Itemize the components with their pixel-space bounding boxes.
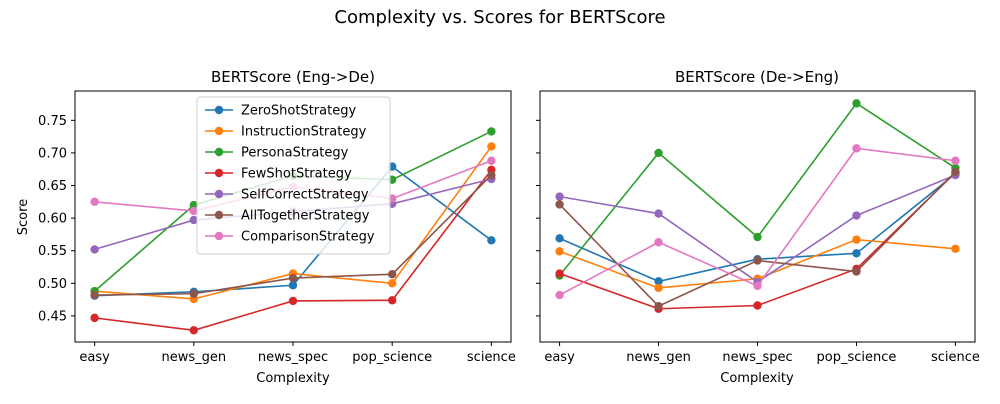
legend-swatch-marker (214, 105, 224, 115)
right-xtick-label: easy (544, 350, 575, 365)
left-point-all-together-strategy (189, 289, 199, 298)
left-ytick-label: 0.55 (38, 244, 67, 259)
left-ytick-label: 0.50 (38, 277, 67, 292)
right-point-all-together-strategy (753, 256, 762, 265)
figure-title: Complexity vs. Scores for BERTScore (334, 7, 665, 28)
right-panel: BERTScore (De->Eng) Complexity easy news_… (536, 68, 980, 386)
left-point-self-correct-strategy (90, 245, 99, 254)
left-point-self-correct-strategy (189, 215, 199, 225)
legend-box (196, 96, 391, 255)
left-point-persona-strategy (189, 200, 199, 210)
left-point-persona-strategy (487, 127, 496, 136)
left-point-zero-shot-strategy (288, 281, 298, 290)
left-point-comparison-strategy (189, 206, 199, 216)
right-point-self-correct-strategy (555, 192, 564, 201)
right-point-comparison-strategy (555, 290, 564, 300)
legend-swatch-marker (214, 210, 224, 220)
left-ytick-label: 0.45 (38, 309, 67, 324)
left-ytick-label: 0.75 (38, 114, 67, 129)
left-point-all-together-strategy (487, 170, 496, 180)
right-point-comparison-strategy (951, 156, 960, 165)
right-point-few-shot-strategy (555, 269, 564, 278)
right-xtick-label: news_spec (722, 350, 792, 365)
right-point-instruction-strategy (852, 235, 861, 244)
left-panel-ylabel: Score (16, 199, 31, 235)
right-xtick-label: pop_science (817, 350, 897, 365)
right-point-comparison-strategy (654, 238, 663, 247)
left-panel: BERTScore (Eng->De) Complexity Score eas… (16, 68, 516, 386)
left-xtick-label: news_spec (258, 350, 328, 365)
left-point-few-shot-strategy (90, 313, 99, 323)
left-point-instruction-strategy (487, 142, 496, 151)
legend-entry-comparison-strategy: ComparisonStrategy (241, 230, 375, 245)
legend-entry-persona-strategy: PersonaStrategy (241, 146, 349, 161)
left-point-zero-shot-strategy (487, 236, 496, 245)
left-axes-frame (74, 90, 512, 343)
left-panel-xlabel: Complexity (256, 371, 330, 386)
legend-entry-zero-shot-strategy: ZeroShotStrategy (241, 104, 356, 119)
right-point-zero-shot-strategy (654, 277, 663, 286)
legend-entry-all-together-strategy: AllTogetherStrategy (241, 209, 370, 224)
right-point-instruction-strategy (555, 247, 564, 256)
legend-swatch-marker (214, 126, 224, 136)
right-point-persona-strategy (852, 99, 861, 108)
left-point-all-together-strategy (288, 273, 298, 283)
left-ytick-label: 0.60 (38, 212, 67, 227)
right-point-all-together-strategy (852, 267, 861, 276)
right-axes-frame (539, 90, 976, 343)
left-ytick-label: 0.70 (38, 146, 67, 161)
right-point-persona-strategy (654, 148, 663, 158)
right-panel-title: BERTScore (De->Eng) (675, 68, 839, 86)
left-xtick-label: news_gen (161, 350, 226, 365)
left-point-few-shot-strategy (189, 326, 199, 335)
left-xtick-label: science (467, 350, 516, 365)
right-point-all-together-strategy (555, 200, 564, 209)
left-point-few-shot-strategy (288, 296, 298, 306)
right-point-zero-shot-strategy (555, 234, 564, 243)
right-point-self-correct-strategy (852, 211, 861, 220)
left-panel-title: BERTScore (Eng->De) (211, 68, 375, 86)
legend-swatch-marker (214, 147, 224, 157)
right-point-all-together-strategy (654, 301, 663, 311)
left-point-comparison-strategy (487, 156, 496, 165)
right-point-comparison-strategy (852, 144, 861, 153)
right-panel-xlabel: Complexity (720, 371, 794, 386)
legend-entry-instruction-strategy: InstructionStrategy (241, 125, 367, 140)
legend-swatch-marker (214, 189, 224, 199)
right-xtick-label: science (931, 350, 980, 365)
right-point-few-shot-strategy (753, 301, 762, 310)
right-point-persona-strategy (753, 232, 762, 242)
right-point-instruction-strategy (951, 244, 960, 253)
right-point-instruction-strategy (654, 283, 663, 293)
legend: ZeroShotStrategy InstructionStrategy Perso… (196, 96, 391, 255)
legend-entry-few-shot-strategy: FewShotStrategy (241, 167, 352, 182)
left-point-all-together-strategy (387, 269, 397, 279)
legend-swatch-marker (214, 231, 224, 241)
left-point-instruction-strategy (387, 279, 397, 288)
right-point-zero-shot-strategy (852, 249, 861, 258)
left-point-comparison-strategy (90, 197, 99, 207)
right-point-comparison-strategy (753, 281, 762, 291)
right-xtick-label: news_gen (626, 350, 691, 365)
left-point-few-shot-strategy (387, 296, 397, 305)
right-point-self-correct-strategy (654, 209, 663, 218)
left-xtick-label: pop_science (352, 350, 432, 365)
right-point-all-together-strategy (951, 167, 960, 177)
left-point-all-together-strategy (90, 290, 99, 300)
left-xtick-label: easy (79, 350, 110, 365)
left-ytick-label: 0.65 (38, 179, 67, 194)
legend-swatch-marker (214, 168, 224, 178)
legend-entry-self-correct-strategy: SelfCorrectStrategy (241, 188, 369, 203)
